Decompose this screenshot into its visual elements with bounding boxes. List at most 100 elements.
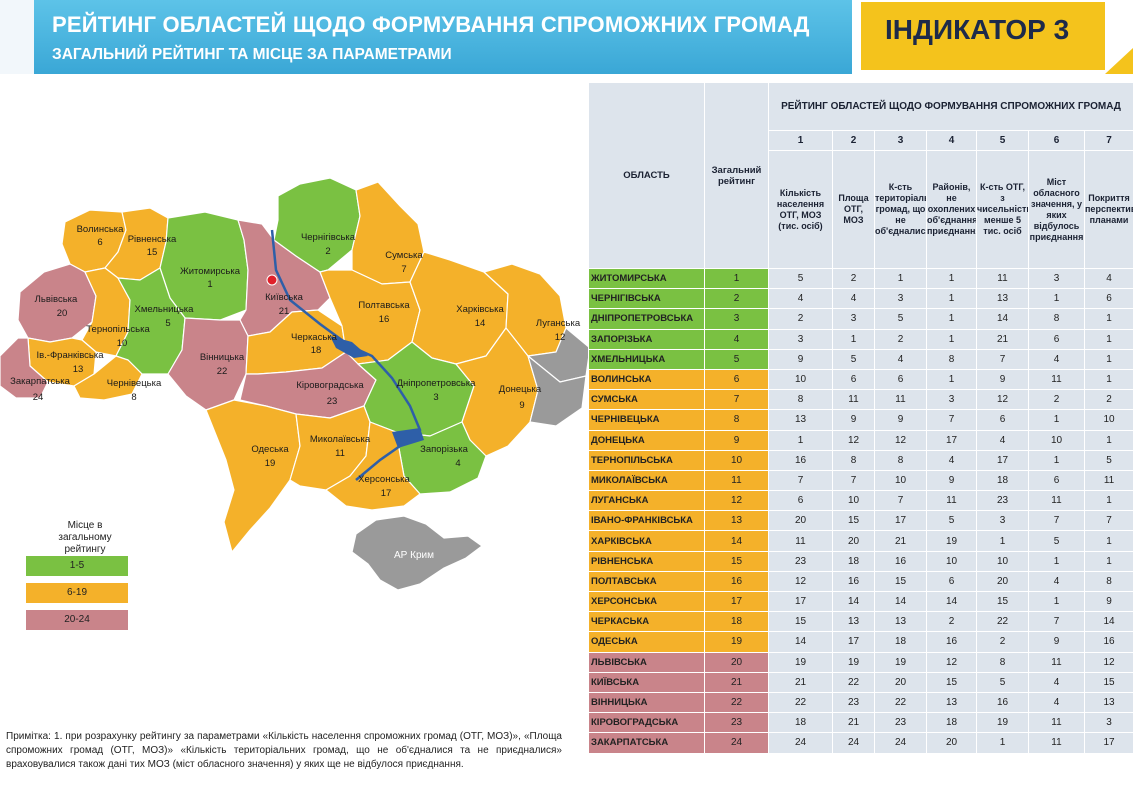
param-rank-4: 14 — [926, 590, 977, 613]
param-rank-5: 10 — [976, 550, 1029, 572]
label-chernivetska: Чернівецька — [107, 378, 162, 389]
table-row: ІВАНО-ФРАНКІВСЬКА 13 20 15 17 5 3 7 7 — [588, 510, 1133, 532]
param-rank-2: 2 — [832, 267, 875, 290]
param-rank-3: 13 — [874, 611, 927, 633]
region-chernivetska — [73, 355, 143, 401]
param-rank-7: 1 — [1083, 550, 1133, 572]
param-rank-5: 22 — [976, 611, 1029, 633]
total-rank: 15 — [704, 550, 769, 572]
param-rank-1: 7 — [768, 469, 833, 492]
param-rank-6: 5 — [1028, 530, 1085, 552]
param-rank-7: 1 — [1083, 530, 1133, 552]
param-rank-4: 1 — [926, 368, 977, 391]
label-odeska: Одеська — [251, 444, 289, 455]
param-rank-7: 9 — [1083, 590, 1133, 613]
total-rank: 3 — [704, 308, 769, 330]
label-cherkaska: Черкаська — [291, 332, 338, 343]
param-rank-6: 3 — [1028, 267, 1085, 290]
total-rank: 24 — [704, 732, 769, 754]
param-rank-2: 18 — [832, 550, 875, 572]
param-rank-6: 7 — [1028, 611, 1085, 633]
col-header-small-otg: К-сть ОТГ, з чисельністю менше 5 тис. ос… — [976, 150, 1029, 269]
param-rank-1: 3 — [768, 328, 833, 350]
rank-zaporizka: 4 — [455, 458, 460, 469]
param-rank-5: 8 — [976, 651, 1029, 673]
param-rank-7: 7 — [1083, 510, 1133, 532]
total-rank: 5 — [704, 348, 769, 370]
label-kirovohradska: Кіровоградська — [296, 380, 364, 391]
param-rank-4: 11 — [926, 490, 977, 512]
param-rank-3: 18 — [874, 631, 927, 653]
total-rank: 10 — [704, 449, 769, 471]
param-rank-5: 2 — [976, 631, 1029, 653]
label-ivano-frankivska: Ів.-Франківська — [36, 350, 104, 361]
param-rank-3: 4 — [874, 348, 927, 370]
oblast-name: ІВАНО-ФРАНКІВСЬКА — [588, 510, 705, 532]
param-rank-6: 11 — [1028, 712, 1085, 734]
table-row: ДНІПРОПЕТРОВСЬКА 3 2 3 5 1 14 8 1 — [588, 308, 1133, 330]
param-rank-6: 4 — [1028, 671, 1085, 693]
param-rank-4: 15 — [926, 671, 977, 693]
param-rank-1: 10 — [768, 368, 833, 391]
param-rank-5: 21 — [976, 328, 1029, 350]
oblast-name: ВОЛИНСЬКА — [588, 368, 705, 391]
rank-sumska: 7 — [401, 264, 406, 275]
param-rank-3: 10 — [874, 469, 927, 492]
col-num-7: 7 — [1083, 130, 1133, 151]
param-rank-7: 5 — [1083, 449, 1133, 471]
region-sumska — [351, 181, 425, 285]
label-mykolaivska: Миколаївська — [310, 434, 371, 445]
total-rank: 8 — [704, 409, 769, 431]
col-header-cities: Міст обласного значення, у яких відбулос… — [1028, 150, 1085, 269]
param-rank-6: 2 — [1028, 389, 1085, 411]
col-header-area: Площа ОТГ, МОЗ — [832, 150, 875, 269]
table-row: ВОЛИНСЬКА 6 10 6 6 1 9 11 1 — [588, 368, 1133, 391]
param-rank-5: 11 — [976, 267, 1029, 290]
param-rank-6: 11 — [1028, 490, 1085, 512]
param-rank-2: 15 — [832, 510, 875, 532]
label-chernihivska: Чернігівська — [301, 232, 356, 243]
page-subtitle: ЗАГАЛЬНИЙ РЕЙТИНГ ТА МІСЦЕ ЗА ПАРАМЕТРАМ… — [52, 46, 452, 63]
param-rank-5: 19 — [976, 712, 1029, 734]
param-rank-1: 15 — [768, 611, 833, 633]
param-rank-2: 22 — [832, 671, 875, 693]
rank-khmelnytska: 5 — [165, 318, 170, 329]
param-rank-3: 11 — [874, 389, 927, 411]
param-rank-7: 1 — [1083, 308, 1133, 330]
col-header-oblast: ОБЛАСТЬ — [588, 82, 705, 269]
total-rank: 7 — [704, 389, 769, 411]
param-rank-6: 1 — [1028, 449, 1085, 471]
param-rank-3: 20 — [874, 671, 927, 693]
param-rank-5: 5 — [976, 671, 1029, 693]
param-rank-2: 24 — [832, 732, 875, 754]
param-rank-2: 8 — [832, 449, 875, 471]
param-rank-1: 22 — [768, 691, 833, 714]
indicator-badge — [861, 2, 1105, 70]
param-rank-1: 11 — [768, 530, 833, 552]
label-luhanska: Луганська — [536, 318, 581, 329]
legend-item-1-5: 1-5 — [26, 556, 128, 576]
col-num-2: 2 — [832, 130, 875, 151]
rank-vinnytska: 22 — [217, 366, 228, 377]
oblast-name: ТЕРНОПІЛЬСЬКА — [588, 449, 705, 471]
param-rank-6: 6 — [1028, 469, 1085, 492]
col-num-4: 4 — [926, 130, 977, 151]
oblast-name: ЧЕРНІГІВСЬКА — [588, 288, 705, 310]
param-rank-3: 2 — [874, 328, 927, 350]
ranking-table: ОБЛАСТЬ Загальний рейтинг РЕЙТИНГ ОБЛАСТ… — [588, 82, 1133, 754]
label-lvivska: Львівська — [35, 294, 78, 305]
table-row: ДОНЕЦЬКА 9 1 12 12 17 4 10 1 — [588, 429, 1133, 451]
param-rank-3: 24 — [874, 732, 927, 754]
rank-ivano-frankivska: 13 — [73, 364, 84, 375]
param-rank-2: 9 — [832, 409, 875, 431]
param-rank-7: 17 — [1083, 732, 1133, 754]
param-rank-5: 18 — [976, 469, 1029, 492]
param-rank-2: 5 — [832, 348, 875, 370]
param-rank-4: 18 — [926, 712, 977, 734]
param-rank-7: 1 — [1083, 328, 1133, 350]
param-rank-4: 1 — [926, 308, 977, 330]
col-header-population: Кількість населення ОТГ, МОЗ (тис. осіб) — [768, 150, 833, 269]
page-title: РЕЙТИНГ ОБЛАСТЕЙ ЩОДО ФОРМУВАННЯ СПРОМОЖ… — [52, 12, 810, 37]
param-rank-4: 1 — [926, 267, 977, 290]
param-rank-2: 7 — [832, 469, 875, 492]
